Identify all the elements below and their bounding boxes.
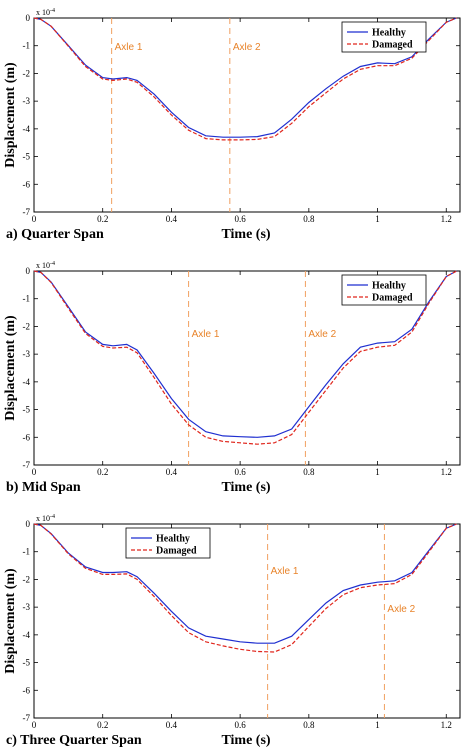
x-tick-label: 0.8 (303, 467, 315, 477)
x-tick-label: 0.4 (166, 720, 178, 730)
x-tick-label: 0.2 (97, 720, 108, 730)
plot-frame (33, 17, 461, 213)
y-tick-label: -5 (23, 658, 31, 668)
x-tick-label: 0 (32, 467, 37, 477)
y-tick-label: -7 (23, 460, 31, 470)
series-line-healthy (33, 270, 457, 438)
panel-caption: a) Quarter Span (6, 227, 104, 242)
legend-label-damaged: Damaged (372, 40, 413, 51)
plot-frame (33, 523, 461, 719)
y-exponent-power: -4 (50, 8, 55, 14)
series-line-damaged (33, 17, 457, 141)
y-tick-label: -6 (23, 685, 31, 695)
y-tick-label: -7 (23, 207, 31, 217)
legend-box (125, 527, 211, 559)
y-tick-label: -1 (23, 547, 31, 557)
legend-label-healthy: Healthy (156, 534, 190, 545)
y-tick-label: -2 (23, 68, 31, 78)
legend-label-damaged: Damaged (372, 293, 413, 304)
axle-label: Axle 2 (387, 604, 415, 615)
x-tick-label: 0.6 (235, 467, 247, 477)
y-exponent-label: x 10-4 (36, 261, 55, 270)
y-tick-label: -4 (23, 377, 31, 387)
y-tick-label: -2 (23, 321, 31, 331)
series-line-healthy (33, 17, 457, 138)
y-axis-label: Displacement (m) (3, 315, 18, 421)
y-tick-label: -1 (23, 294, 31, 304)
y-tick-label: 0 (26, 13, 31, 23)
legend-box (341, 21, 427, 53)
y-tick-label: -4 (23, 124, 31, 134)
axle-label: Axle 1 (192, 329, 220, 340)
series-line-healthy (33, 523, 457, 644)
plot-frame (33, 270, 461, 466)
axle-label: Axle 1 (115, 42, 143, 53)
legend-label-healthy: Healthy (372, 28, 406, 39)
x-tick-label: 0.6 (235, 720, 247, 730)
x-tick-label: 0.4 (166, 467, 178, 477)
y-tick-label: -4 (23, 630, 31, 640)
x-tick-label: 0 (32, 720, 37, 730)
panel-caption: c) Three Quarter Span (6, 733, 142, 748)
x-tick-label: 1.2 (441, 214, 452, 224)
y-exponent-label: x 10-4 (36, 8, 55, 17)
y-axis-label: Displacement (m) (3, 568, 18, 674)
x-tick-label: 0.8 (303, 214, 315, 224)
y-tick-label: -6 (23, 179, 31, 189)
legend-label-damaged: Damaged (156, 546, 197, 557)
axle-label: Axle 1 (271, 566, 299, 577)
y-tick-label: 0 (26, 266, 31, 276)
series-line-damaged (33, 523, 457, 653)
y-tick-label: -7 (23, 713, 31, 723)
x-tick-label: 1 (375, 720, 380, 730)
x-tick-label: 0 (32, 214, 37, 224)
y-tick-label: -6 (23, 432, 31, 442)
y-tick-label: 0 (26, 519, 31, 529)
y-exponent-power: -4 (50, 261, 55, 267)
y-tick-label: -1 (23, 41, 31, 51)
x-tick-label: 0.2 (97, 214, 108, 224)
y-exponent-label: x 10-4 (36, 514, 55, 523)
panel-mid-span: -1 -2 -3 -4 -5 -6 -7 x 10-4 0 0 0.2 0.4 0.6 0.8 1 1.2 Di… (3, 261, 461, 495)
y-axis-label: Displacement (m) (3, 62, 18, 168)
axle-label: Axle 2 (308, 329, 336, 340)
y-exponent-power: -4 (50, 514, 55, 520)
y-tick-label: -5 (23, 405, 31, 415)
panel-three-quarter-span: -1 -2 -3 -4 -5 -6 -7 x 10-4 0 0 0.2 0.4 0.6 0.8 1 1.2 Di… (3, 514, 461, 748)
y-tick-label: -3 (23, 96, 31, 106)
legend-box (341, 274, 427, 306)
y-tick-label: -3 (23, 349, 31, 359)
x-tick-label: 0.6 (235, 214, 247, 224)
x-axis-label: Time (s) (221, 480, 270, 495)
x-tick-label: 0.2 (97, 467, 108, 477)
x-tick-label: 0.4 (166, 214, 178, 224)
axle-label: Axle 2 (233, 42, 261, 53)
legend-label-healthy: Healthy (372, 281, 406, 292)
x-tick-label: 1.2 (441, 467, 452, 477)
x-tick-label: 1 (375, 467, 380, 477)
x-tick-label: 0.8 (303, 720, 315, 730)
x-tick-label: 1.2 (441, 720, 452, 730)
y-tick-label: -5 (23, 152, 31, 162)
panel-quarter-span: -1 -2 -3 -4 -5 -6 -7 x 10-4 0 0 0.2 0.4 0.6 0.8 1 1.2 Di… (3, 8, 461, 242)
x-tick-label: 1 (375, 214, 380, 224)
x-axis-label: Time (s) (221, 733, 270, 748)
panel-caption: b) Mid Span (6, 480, 81, 495)
series-line-damaged (33, 270, 457, 445)
y-tick-label: -2 (23, 574, 31, 584)
x-axis-label: Time (s) (221, 227, 270, 242)
y-tick-label: -3 (23, 602, 31, 612)
